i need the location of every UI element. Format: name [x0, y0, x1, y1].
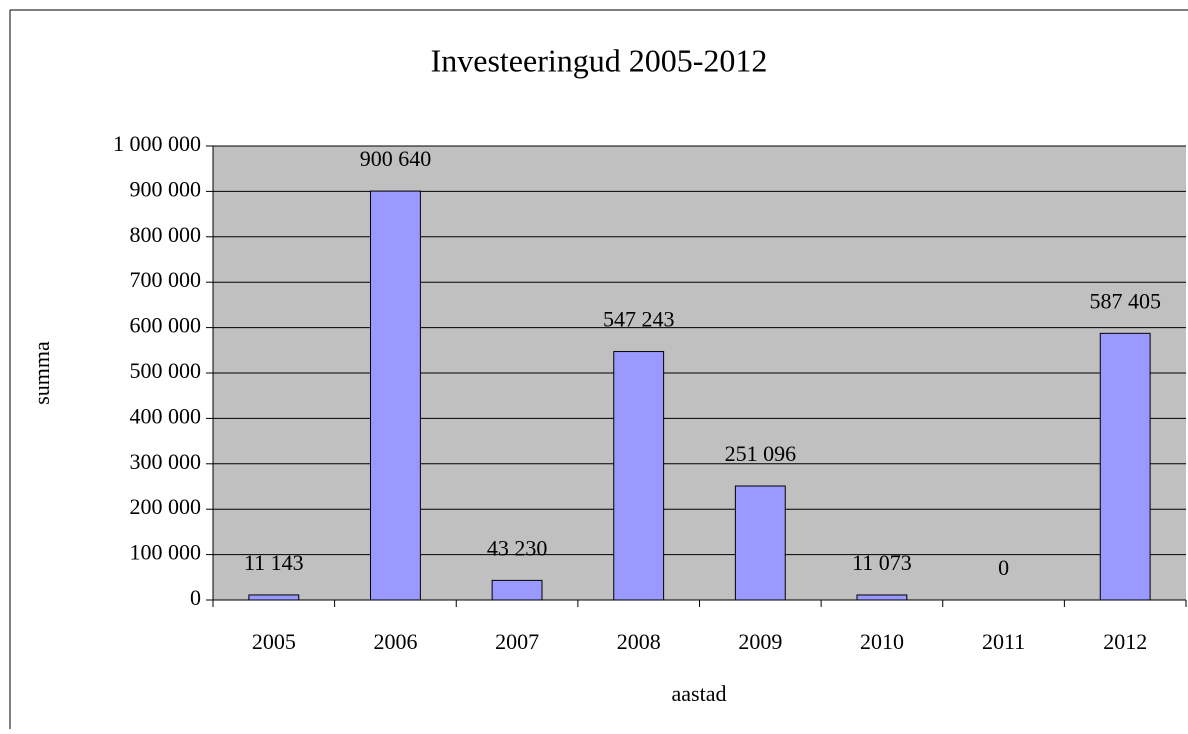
value-label: 900 640 — [360, 146, 432, 171]
bar — [370, 190, 421, 601]
bar — [491, 579, 543, 601]
value-label: 11 143 — [244, 550, 304, 575]
x-axis-label: aastad — [672, 681, 727, 706]
y-tick-label: 900 000 — [130, 176, 202, 201]
x-tick-label: 2009 — [738, 629, 782, 654]
y-axis-label: summa — [29, 341, 54, 405]
x-tick-label: 2005 — [252, 629, 296, 654]
x-tick-label: 2011 — [982, 629, 1025, 654]
value-label: 11 073 — [852, 550, 912, 575]
y-tick-label: 300 000 — [130, 449, 202, 474]
y-tick-label: 1 000 000 — [113, 131, 201, 156]
x-tick-label: 2006 — [373, 629, 417, 654]
y-tick-label: 200 000 — [130, 494, 202, 519]
bar — [613, 351, 665, 601]
x-tick-label: 2012 — [1103, 629, 1147, 654]
y-tick-label: 100 000 — [130, 540, 202, 565]
y-tick-label: 800 000 — [130, 222, 202, 247]
x-tick-label: 2007 — [495, 629, 539, 654]
y-tick-label: 500 000 — [130, 358, 202, 383]
x-tick-label: 2008 — [617, 629, 661, 654]
value-label: 251 096 — [725, 441, 797, 466]
x-tick-label: 2010 — [860, 629, 904, 654]
y-tick-label: 700 000 — [130, 267, 202, 292]
bar — [734, 485, 786, 601]
bar — [248, 594, 300, 601]
y-tick-label: 600 000 — [130, 313, 202, 338]
value-label: 587 405 — [1089, 288, 1161, 313]
bar — [856, 594, 908, 601]
value-label: 547 243 — [603, 307, 675, 332]
value-label: 43 230 — [487, 535, 548, 560]
bar — [1099, 332, 1151, 601]
y-tick-label: 0 — [190, 585, 201, 610]
value-label: 0 — [998, 555, 1009, 580]
chart-title: Investeeringud 2005-2012 — [431, 42, 768, 78]
y-tick-label: 400 000 — [130, 403, 202, 428]
